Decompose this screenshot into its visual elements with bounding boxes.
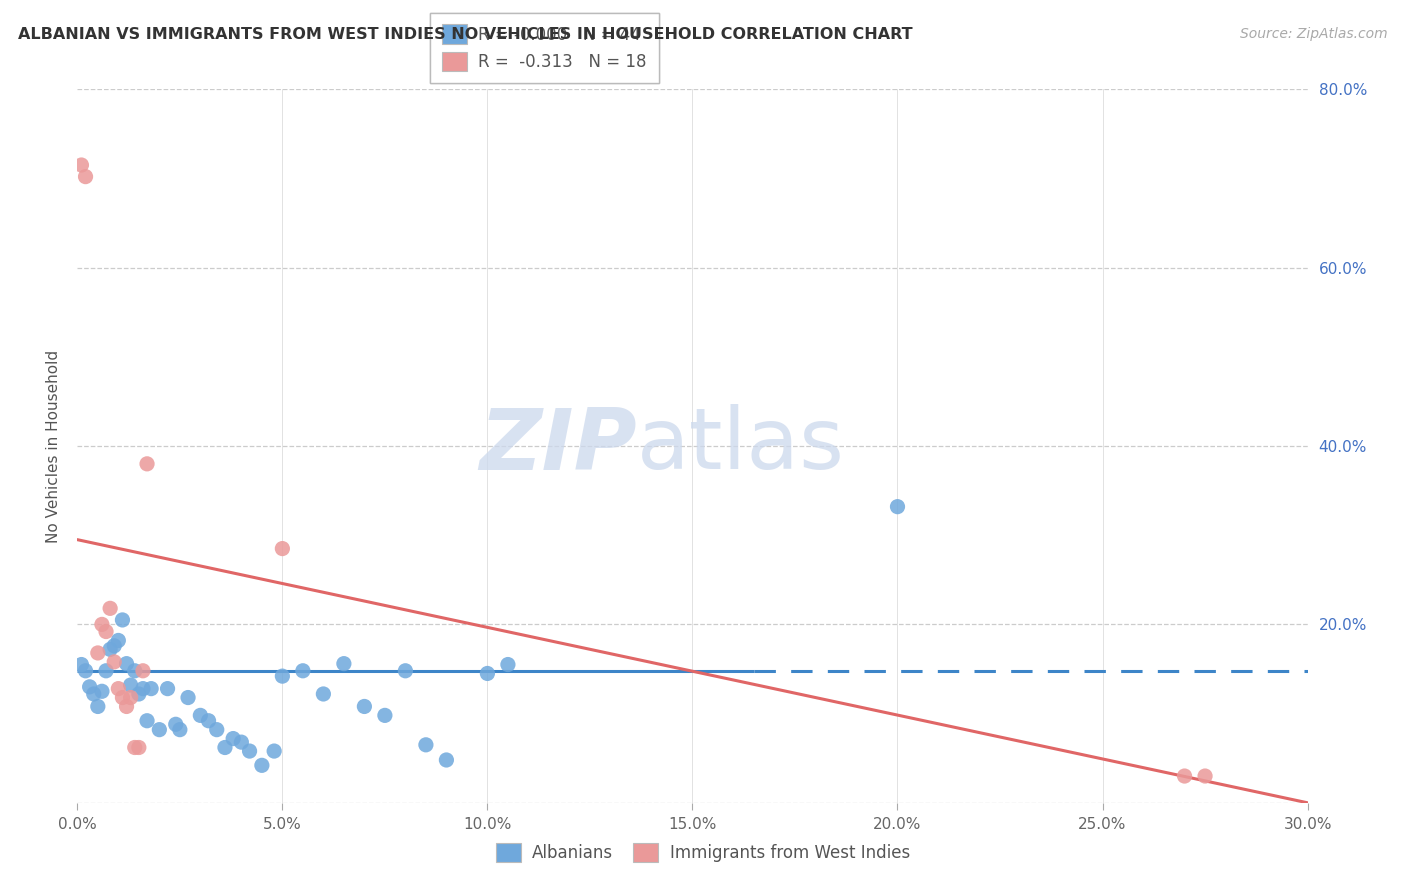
- Point: [120, 678, 142, 692]
- Point: [107, 681, 129, 696]
- Point: [374, 708, 396, 723]
- Point: [496, 657, 519, 672]
- Point: [353, 699, 375, 714]
- Point: [132, 664, 155, 678]
- Point: [197, 714, 219, 728]
- Point: [111, 613, 134, 627]
- Point: [90, 684, 114, 698]
- Point: [107, 633, 129, 648]
- Point: [177, 690, 200, 705]
- Point: [70, 158, 93, 172]
- Legend: Albanians, Immigrants from West Indies: Albanians, Immigrants from West Indies: [488, 834, 918, 871]
- Point: [128, 740, 150, 755]
- Point: [75, 664, 97, 678]
- Point: [83, 687, 105, 701]
- Point: [148, 723, 170, 737]
- Point: [132, 681, 155, 696]
- Point: [312, 687, 335, 701]
- Point: [79, 680, 101, 694]
- Point: [94, 664, 117, 678]
- Point: [156, 681, 179, 696]
- Point: [436, 753, 458, 767]
- Point: [886, 500, 908, 514]
- Point: [165, 717, 187, 731]
- Point: [90, 617, 114, 632]
- Point: [1194, 769, 1216, 783]
- Point: [141, 681, 163, 696]
- Point: [136, 457, 159, 471]
- Point: [231, 735, 253, 749]
- Point: [120, 690, 142, 705]
- Point: [94, 624, 117, 639]
- Point: [394, 664, 416, 678]
- Point: [291, 664, 314, 678]
- Point: [70, 657, 93, 672]
- Point: [333, 657, 356, 671]
- Point: [98, 601, 121, 615]
- Point: [111, 690, 134, 705]
- Point: [271, 541, 294, 556]
- Point: [415, 738, 437, 752]
- Point: [115, 657, 138, 671]
- Text: ALBANIAN VS IMMIGRANTS FROM WEST INDIES NO VEHICLES IN HOUSEHOLD CORRELATION CHA: ALBANIAN VS IMMIGRANTS FROM WEST INDIES …: [18, 27, 912, 42]
- Text: Source: ZipAtlas.com: Source: ZipAtlas.com: [1240, 27, 1388, 41]
- Point: [128, 687, 150, 701]
- Point: [477, 666, 499, 681]
- Point: [250, 758, 273, 772]
- Point: [239, 744, 262, 758]
- Point: [169, 723, 191, 737]
- Point: [98, 642, 121, 657]
- Point: [75, 169, 97, 184]
- Point: [188, 708, 212, 723]
- Legend: R = -0.000   N = 44, R =  -0.313   N = 18: R = -0.000 N = 44, R = -0.313 N = 18: [430, 12, 658, 83]
- Point: [115, 699, 138, 714]
- Point: [103, 655, 125, 669]
- Point: [1174, 769, 1197, 783]
- Point: [87, 646, 110, 660]
- Point: [87, 699, 110, 714]
- Point: [136, 714, 159, 728]
- Point: [214, 740, 236, 755]
- Point: [103, 639, 125, 653]
- Text: ZIP: ZIP: [479, 404, 637, 488]
- Point: [263, 744, 285, 758]
- Point: [222, 731, 245, 746]
- Y-axis label: No Vehicles in Household: No Vehicles in Household: [45, 350, 60, 542]
- Point: [205, 723, 228, 737]
- Point: [124, 740, 146, 755]
- Point: [124, 664, 146, 678]
- Text: atlas: atlas: [637, 404, 845, 488]
- Point: [271, 669, 294, 683]
